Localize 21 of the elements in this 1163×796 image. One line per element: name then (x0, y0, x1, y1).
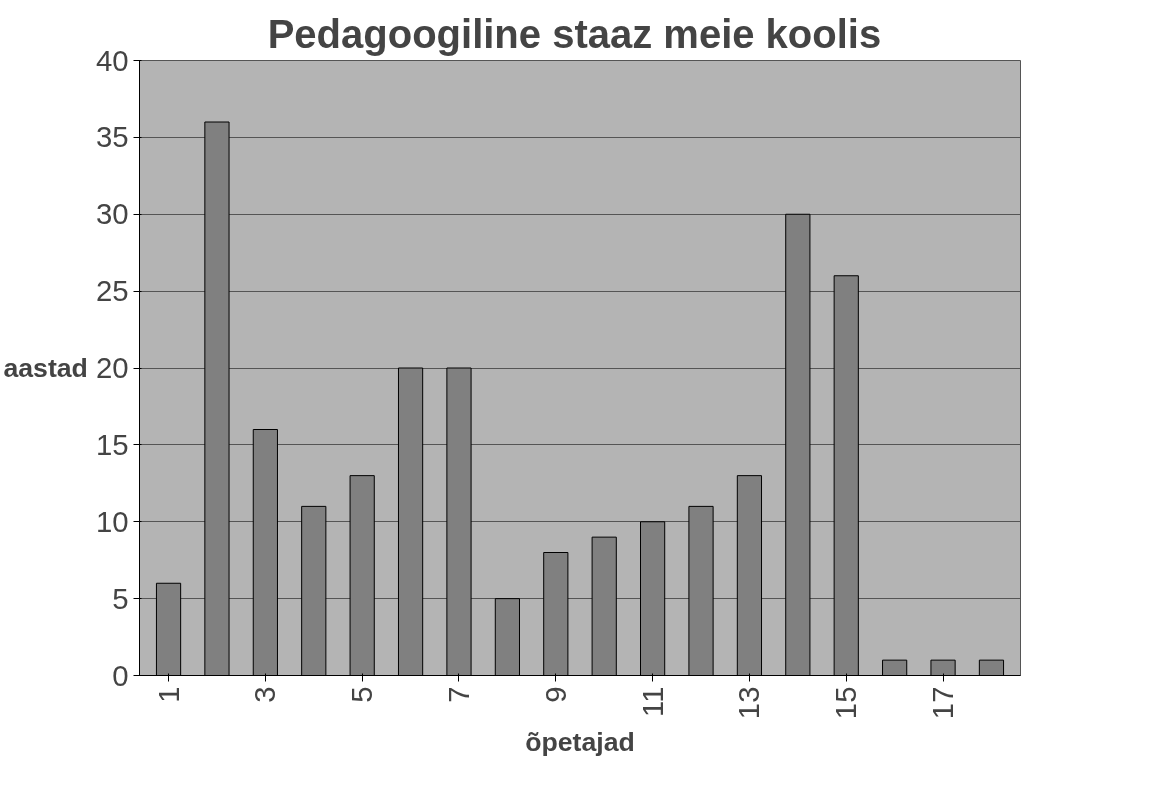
y-tick-label: 30 (95, 197, 129, 231)
x-tick-label: 13 (732, 686, 766, 720)
x-tick-label: 5 (345, 686, 379, 703)
x-tick-label: 17 (926, 686, 960, 720)
x-tick-label: 7 (441, 686, 475, 703)
y-tick-label: 15 (95, 427, 129, 461)
y-tick-label: 20 (95, 351, 129, 384)
x-axis-title: õpetajad (525, 727, 635, 758)
chart-title: Pedagoogiline staaz meie koolis (267, 11, 882, 56)
y-tick-label: 10 (95, 504, 129, 538)
y-tick-label: 5 (112, 581, 129, 615)
x-tick-label: 9 (538, 686, 572, 703)
y-tick-label: 25 (95, 274, 129, 308)
y-tick-label: 0 (112, 658, 129, 692)
x-tick-label: 15 (829, 686, 863, 720)
x-tick-label: 11 (635, 686, 669, 717)
y-tick-label: 40 (95, 43, 129, 77)
x-tick-label: 3 (248, 686, 282, 703)
y-tick-label: 35 (95, 120, 129, 154)
x-tick-label: 1 (151, 686, 185, 703)
y-axis-title: aastad (3, 353, 88, 383)
